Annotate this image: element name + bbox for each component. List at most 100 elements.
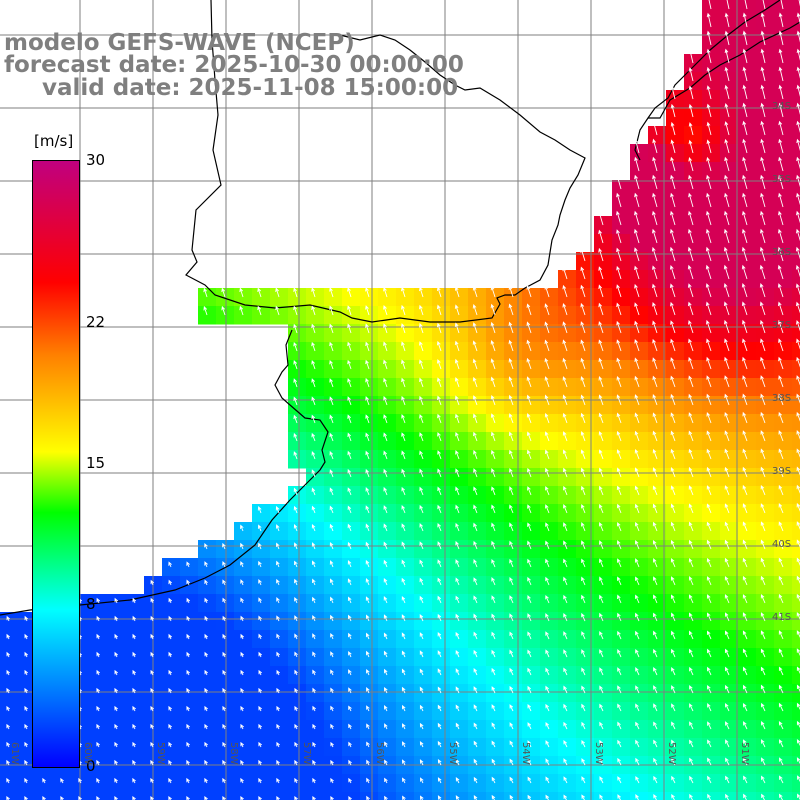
- speed-cell: [792, 180, 800, 199]
- speed-cell: [720, 234, 739, 253]
- wind-arrow: [725, 702, 730, 712]
- wind-arrow: [490, 340, 496, 352]
- speed-cell: [198, 720, 217, 739]
- wind-arrow: [473, 794, 478, 800]
- speed-cell: [18, 612, 37, 631]
- speed-cell: [774, 288, 793, 307]
- wind-arrow: [401, 668, 406, 676]
- speed-cell: [450, 630, 469, 649]
- wind-arrow: [599, 667, 604, 676]
- wind-arrow: [455, 431, 460, 442]
- speed-cell: [324, 594, 343, 613]
- wind-arrow: [598, 339, 604, 352]
- speed-cell: [666, 738, 685, 757]
- speed-cell: [666, 594, 685, 613]
- speed-cell: [54, 774, 73, 793]
- wind-arrow: [796, 757, 800, 765]
- speed-cell: [0, 792, 19, 800]
- speed-cell: [306, 288, 325, 307]
- speed-cell: [774, 540, 793, 559]
- speed-cell: [432, 504, 451, 523]
- wind-arrow: [688, 85, 694, 100]
- wind-arrow: [706, 356, 712, 370]
- speed-cell: [468, 504, 487, 523]
- speed-cell: [630, 198, 649, 217]
- speed-cell: [324, 468, 343, 487]
- speed-cell: [324, 288, 343, 307]
- wind-arrow: [527, 486, 532, 496]
- wind-arrow: [724, 448, 730, 460]
- wind-arrow: [562, 284, 568, 298]
- speed-cell: [324, 558, 343, 577]
- speed-cell: [648, 162, 667, 181]
- wind-arrow: [419, 322, 424, 334]
- speed-cell: [378, 432, 397, 451]
- wind-arrow: [778, 138, 784, 154]
- speed-cell: [558, 612, 577, 631]
- wind-arrow: [526, 285, 532, 298]
- speed-cell: [198, 648, 217, 667]
- wind-arrow: [132, 597, 137, 604]
- wind-arrow: [437, 541, 442, 550]
- wind-arrow: [689, 666, 694, 676]
- speed-cell: [450, 504, 469, 523]
- wind-arrow: [526, 376, 532, 388]
- speed-cell: [756, 90, 775, 109]
- wind-arrow: [347, 487, 352, 496]
- wind-arrow: [204, 651, 208, 658]
- speed-cell: [450, 432, 469, 451]
- speed-cell: [342, 324, 361, 343]
- wind-arrow: [419, 632, 424, 640]
- speed-cell: [468, 432, 487, 451]
- wind-arrow: [454, 286, 460, 298]
- wind-arrow: [472, 322, 478, 334]
- speed-cell: [774, 684, 793, 703]
- wind-arrow: [777, 301, 784, 316]
- speed-cell: [720, 36, 739, 55]
- wind-arrow: [365, 468, 370, 478]
- wind-arrow: [742, 648, 748, 658]
- wind-arrow: [419, 704, 424, 712]
- speed-cell: [684, 540, 703, 559]
- coastline-atlantic: [0, 329, 329, 616]
- wind-arrow: [150, 705, 154, 712]
- wind-arrow: [491, 540, 496, 550]
- speed-cell: [468, 450, 487, 469]
- speed-cell: [756, 324, 775, 343]
- speed-cell: [594, 630, 613, 649]
- speed-cell: [504, 630, 523, 649]
- wind-arrow: [508, 285, 514, 298]
- speed-cell: [630, 324, 649, 343]
- wind-arrow: [383, 305, 388, 316]
- wind-arrow: [150, 579, 155, 586]
- speed-cell: [720, 252, 739, 271]
- speed-cell: [198, 738, 217, 757]
- speed-cell: [684, 450, 703, 469]
- speed-cell: [612, 630, 631, 649]
- speed-cell: [288, 342, 307, 361]
- speed-cell: [630, 468, 649, 487]
- speed-cell: [630, 630, 649, 649]
- speed-cell: [324, 720, 343, 739]
- wind-arrow: [724, 630, 730, 640]
- wind-arrow: [402, 741, 406, 748]
- wind-arrow: [671, 739, 676, 748]
- wind-arrow: [527, 613, 532, 622]
- speed-cell: [576, 468, 595, 487]
- wind-arrow: [796, 502, 800, 512]
- wind-arrow: [491, 522, 496, 532]
- wind-arrow: [580, 485, 586, 496]
- speed-cell: [648, 648, 667, 667]
- speed-cell: [684, 54, 703, 73]
- wind-arrow: [383, 359, 388, 370]
- speed-cell: [288, 324, 307, 343]
- speed-cell: [720, 468, 739, 487]
- speed-cell: [432, 468, 451, 487]
- longitude-label: 52W: [666, 742, 677, 765]
- wind-arrow: [6, 796, 10, 800]
- wind-arrow: [724, 575, 730, 586]
- wind-arrow: [365, 614, 370, 622]
- wind-arrow: [688, 539, 694, 550]
- speed-cell: [756, 594, 775, 613]
- wind-arrow: [544, 449, 550, 460]
